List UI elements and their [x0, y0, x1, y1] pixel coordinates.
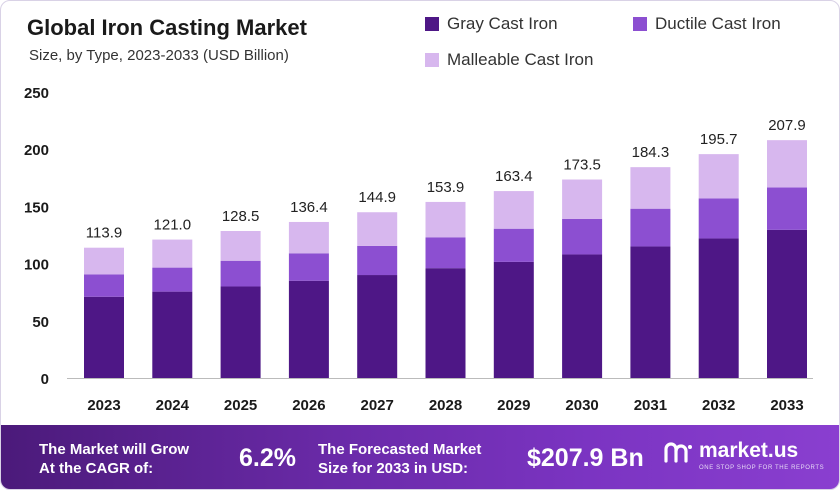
legend-label-gray-cast-iron: Gray Cast Iron [447, 14, 558, 33]
bar-segment-ductile-cast-iron-2030 [562, 218, 603, 255]
bar-segment-ductile-cast-iron-2028 [425, 237, 466, 269]
bar-total-label-2031: 184.3 [632, 144, 670, 161]
bar-segment-gray-cast-iron-2031 [630, 246, 671, 378]
cagr-value: 6.2% [239, 444, 296, 472]
brand-logo[interactable]: market.us [663, 439, 798, 463]
y-tick-label: 150 [24, 199, 49, 216]
x-tick-label-2023: 2023 [87, 397, 120, 414]
bar-segment-malleable-cast-iron-2027 [357, 212, 398, 246]
bar-segment-malleable-cast-iron-2023 [84, 247, 124, 275]
x-tick-label-2033: 2033 [770, 397, 803, 414]
bar-segment-ductile-cast-iron-2031 [630, 208, 671, 247]
bar-segment-malleable-cast-iron-2028 [425, 201, 466, 238]
x-tick-label-2032: 2032 [702, 397, 735, 414]
x-tick-label-2028: 2028 [429, 397, 462, 414]
legend-swatch-gray-cast-iron [425, 17, 439, 31]
bar-segment-gray-cast-iron-2032 [698, 238, 739, 378]
bar-segment-malleable-cast-iron-2033 [767, 140, 807, 188]
x-tick-label-2029: 2029 [497, 397, 530, 414]
bar-total-label-2024: 121.0 [154, 217, 192, 234]
y-tick-label: 250 [24, 85, 49, 102]
bar-total-label-2029: 163.4 [495, 168, 533, 185]
x-tick-label-2025: 2025 [224, 397, 257, 414]
x-tick-label-2031: 2031 [634, 397, 667, 414]
bar-total-label-2027: 144.9 [358, 189, 396, 206]
bar-total-label-2026: 136.4 [290, 199, 328, 216]
legend-swatch-ductile-cast-iron [633, 17, 647, 31]
market-us-logo-icon [664, 442, 692, 463]
legend-item-gray-cast-iron: Gray Cast Iron [425, 14, 558, 34]
cagr-label-line2: At the CAGR of: [39, 460, 154, 477]
logo-tagline: ONE STOP SHOP FOR THE REPORTS [699, 465, 825, 471]
chart-subtitle: Size, by Type, 2023-2033 (USD Billion) [29, 47, 289, 64]
legend-item-ductile-cast-iron: Ductile Cast Iron [633, 14, 781, 34]
bar-total-label-2025: 128.5 [222, 208, 260, 225]
logo-name: market.us [699, 439, 799, 462]
x-tick-label-2027: 2027 [361, 397, 394, 414]
legend-item-malleable-cast-iron: Malleable Cast Iron [425, 50, 593, 70]
bar-segment-gray-cast-iron-2028 [425, 268, 466, 378]
bar-total-label-2028: 153.9 [427, 179, 465, 196]
bar-segment-gray-cast-iron-2023 [84, 296, 124, 378]
y-tick-label: 100 [24, 257, 49, 274]
cagr-label: The Market will Grow At the CAGR of: [39, 440, 189, 478]
y-tick-label: 0 [41, 371, 49, 388]
bar-segment-gray-cast-iron-2025 [220, 286, 261, 378]
bar-segment-ductile-cast-iron-2026 [288, 253, 329, 281]
bar-segment-malleable-cast-iron-2025 [220, 230, 261, 261]
forecast-label: The Forecasted Market Size for 2033 in U… [318, 440, 481, 478]
bar-segment-gray-cast-iron-2026 [288, 280, 329, 378]
legend-label-ductile-cast-iron: Ductile Cast Iron [655, 14, 781, 33]
forecast-label-line1: The Forecasted Market [318, 441, 482, 458]
bar-segment-gray-cast-iron-2033 [767, 229, 807, 378]
bar-segment-ductile-cast-iron-2033 [767, 187, 807, 230]
stacked-bar-chart: 0 50 100 150 200 250 113.9 2023 121.0 2024 128.5 20… [24, 85, 813, 414]
bar-total-label-2033: 207.9 [768, 117, 806, 134]
bar-total-label-2023: 113.9 [86, 225, 122, 242]
forecast-label-line2: Size for 2033 in USD: [318, 460, 469, 477]
bar-total-label-2032: 195.7 [700, 131, 738, 148]
cagr-label-line1: The Market will Grow [39, 441, 190, 458]
bar-segment-gray-cast-iron-2029 [493, 261, 534, 378]
x-tick-label-2030: 2030 [565, 397, 598, 414]
forecast-value: $207.9 Bn [527, 444, 644, 472]
footer-banner: The Market will Grow At the CAGR of: 6.2… [1, 425, 839, 489]
bar-segment-malleable-cast-iron-2030 [562, 179, 603, 219]
x-tick-label-2026: 2026 [292, 397, 325, 414]
bar-total-label-2030: 173.5 [563, 157, 601, 174]
legend-label-malleable-cast-iron: Malleable Cast Iron [447, 50, 594, 69]
y-tick-label: 50 [32, 314, 49, 331]
x-tick-label-2024: 2024 [156, 397, 190, 414]
bar-segment-ductile-cast-iron-2032 [698, 198, 739, 239]
bar-segment-malleable-cast-iron-2024 [152, 239, 193, 268]
legend-swatch-malleable-cast-iron [425, 53, 439, 67]
bar-segment-gray-cast-iron-2027 [357, 275, 398, 378]
bar-segment-malleable-cast-iron-2032 [698, 154, 739, 199]
y-tick-label: 200 [24, 142, 49, 159]
bar-segment-ductile-cast-iron-2023 [84, 274, 124, 297]
bar-segment-malleable-cast-iron-2029 [493, 191, 534, 229]
bar-segment-ductile-cast-iron-2024 [152, 267, 193, 292]
bar-segment-ductile-cast-iron-2027 [357, 245, 398, 276]
chart-title: Global Iron Casting Market [27, 15, 307, 40]
bar-segment-ductile-cast-iron-2029 [493, 228, 534, 262]
bar-segment-malleable-cast-iron-2026 [288, 221, 329, 254]
bar-segment-gray-cast-iron-2024 [152, 291, 193, 378]
bar-segment-ductile-cast-iron-2025 [220, 260, 261, 287]
bar-segment-gray-cast-iron-2030 [562, 254, 603, 378]
bar-segment-malleable-cast-iron-2031 [630, 167, 671, 209]
